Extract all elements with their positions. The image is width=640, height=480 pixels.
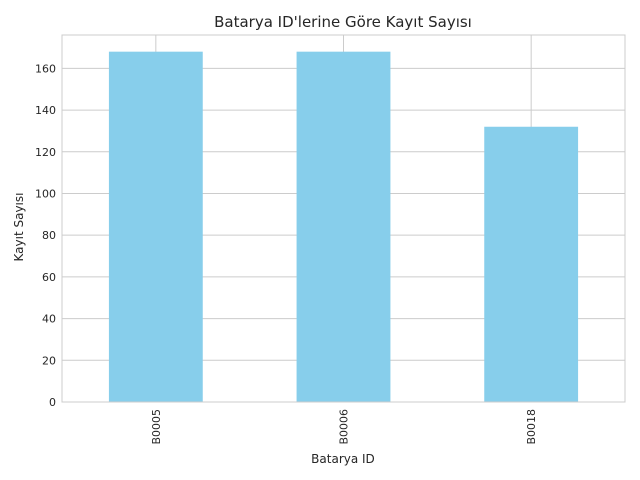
plot-frame: [61, 34, 626, 403]
y-tick-label: 60: [42, 271, 56, 284]
x-axis-label: Batarya ID: [311, 452, 375, 466]
y-tick-label: 20: [42, 354, 56, 367]
bar-b0018: [484, 126, 579, 402]
x-tick-labels: B0005 B0006 B0018: [150, 409, 538, 445]
bar-b0006: [296, 51, 391, 402]
y-axis-label: Kayıt Sayısı: [12, 193, 26, 262]
y-tick-label: 100: [35, 187, 56, 200]
bars: [108, 51, 579, 402]
x-tick-label: B0005: [150, 409, 163, 445]
x-tick-label: B0018: [525, 409, 538, 445]
y-tick-label: 0: [49, 396, 56, 409]
y-tick-label: 160: [35, 62, 56, 75]
y-tick-labels: 0 20 40 60 80 100 120 140 160: [35, 62, 56, 409]
bar-b0005: [108, 51, 203, 402]
y-tick-label: 140: [35, 104, 56, 117]
x-tick-label: B0006: [338, 409, 351, 445]
y-tick-label: 120: [35, 146, 56, 159]
y-tick-label: 40: [42, 313, 56, 326]
chart-title: Batarya ID'lerine Göre Kayıt Sayısı: [214, 13, 472, 31]
y-tick-label: 80: [42, 229, 56, 242]
